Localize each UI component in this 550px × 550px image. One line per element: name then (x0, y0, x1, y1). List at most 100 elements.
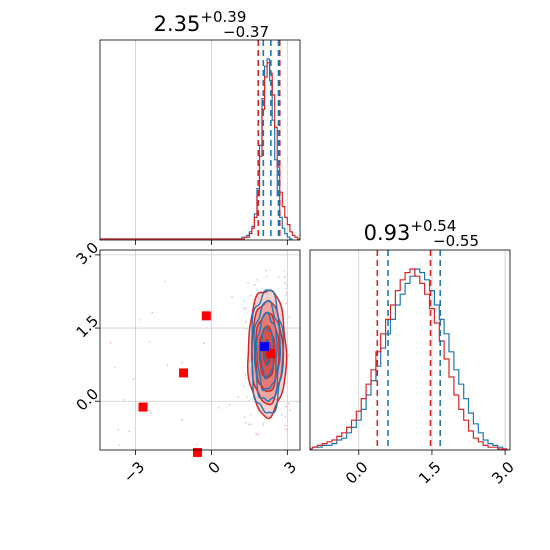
tick-label: 3.0 (73, 239, 103, 269)
y-ticks: 0.0 1.5 3.0 (73, 239, 103, 415)
quantile-lines (376, 250, 442, 450)
sample-point (123, 398, 125, 401)
red-marker (138, 402, 148, 412)
tick-label: 3.0 (488, 458, 518, 488)
sample-point (256, 279, 259, 281)
sample-point (286, 430, 289, 433)
sample-point (284, 294, 287, 297)
sample-point (285, 372, 288, 375)
sample-point (118, 443, 121, 446)
contour-blue (259, 325, 275, 380)
sample-point (285, 428, 288, 431)
sample-point (150, 411, 153, 414)
sample-point (203, 342, 206, 345)
sample-point (288, 316, 291, 319)
sample-point (287, 354, 290, 357)
sample-point (245, 377, 248, 380)
title-value: 0.93 (364, 221, 411, 245)
sample-point (244, 321, 247, 323)
sample-point (109, 341, 112, 344)
histogram-step (241, 62, 300, 240)
sample-point (228, 403, 231, 406)
histogram-series (100, 58, 300, 240)
sample-point (277, 276, 280, 278)
tick-label: 0.0 (73, 385, 103, 415)
tick-label: 1.5 (415, 458, 445, 488)
blue-marker (260, 342, 270, 352)
tick-label: −3 (120, 458, 148, 486)
sample-point (285, 302, 288, 305)
sample-point (148, 409, 151, 412)
sample-point (253, 284, 256, 287)
contour-blue (253, 299, 282, 402)
sample-point (246, 395, 249, 398)
contour-blue (263, 340, 272, 367)
red-marker (266, 348, 276, 358)
sample-point (255, 432, 258, 435)
sample-point (164, 280, 167, 283)
panel-joint: −3 0 3 0.0 1.5 3.0 (73, 239, 301, 486)
sample-point (166, 364, 169, 367)
panel-title-param1: 2.35+0.39 (154, 8, 247, 36)
grid-lines (135, 40, 288, 240)
tick-label: 3 (281, 458, 300, 477)
quantile-lines (257, 40, 281, 240)
sample-point (243, 384, 246, 387)
sample-point (248, 399, 250, 402)
histogram-series (310, 268, 508, 450)
sample-point (286, 283, 288, 286)
axes-frame (309, 249, 511, 451)
sample-point (248, 423, 250, 426)
red-marker (179, 368, 189, 378)
sample-point (249, 294, 252, 297)
x-ticks: 0.0 1.5 3.0 (342, 450, 518, 488)
title-plus: +0.54 (410, 217, 456, 235)
sample-point (132, 378, 135, 381)
grid-lines (358, 250, 506, 450)
sample-point (265, 269, 268, 272)
sample-point (262, 421, 265, 424)
sample-point (284, 416, 287, 418)
sample-point (257, 433, 260, 436)
sample-point (195, 443, 198, 446)
sample-point (245, 328, 248, 330)
panel-title-param2: 0.93+0.54 (364, 217, 457, 245)
title-minus: −0.37 (223, 23, 269, 41)
sample-point (284, 424, 287, 427)
tick-label: 0 (205, 458, 224, 477)
sample-point (237, 395, 240, 398)
sample-point (289, 409, 291, 411)
sample-point (250, 423, 253, 426)
red-marker (201, 311, 211, 321)
sample-point (244, 421, 247, 424)
axes-frame (99, 249, 301, 451)
reference-markers (138, 311, 276, 457)
sample-point (283, 275, 286, 278)
title-plus: +0.39 (200, 8, 246, 26)
contour-blue (250, 289, 285, 414)
contour-blue (255, 311, 278, 392)
sample-point (139, 318, 142, 321)
title-minus: −0.55 (433, 232, 479, 250)
sample-point (287, 402, 290, 405)
sample-point (181, 418, 184, 421)
sample-point (280, 414, 283, 416)
panel-param2-marginal: 0.0 1.5 3.0 0.93+0.54 −0.55 (309, 217, 518, 488)
sample-point (247, 383, 250, 386)
sample-point (128, 430, 131, 432)
tick-label: 1.5 (73, 312, 103, 342)
sample-point (262, 424, 264, 427)
sample-point (231, 296, 233, 298)
x-ticks: −3 0 3 (120, 450, 300, 486)
sample-point (181, 361, 184, 364)
sample-point (247, 281, 249, 284)
sample-point (244, 307, 247, 309)
histogram-step (311, 268, 508, 450)
sample-point (285, 292, 288, 294)
sample-point (117, 428, 119, 431)
sample-point (217, 406, 220, 409)
red-marker (192, 447, 202, 457)
x-ticks (135, 240, 288, 245)
sample-point (249, 413, 252, 416)
histogram-step (311, 268, 508, 450)
